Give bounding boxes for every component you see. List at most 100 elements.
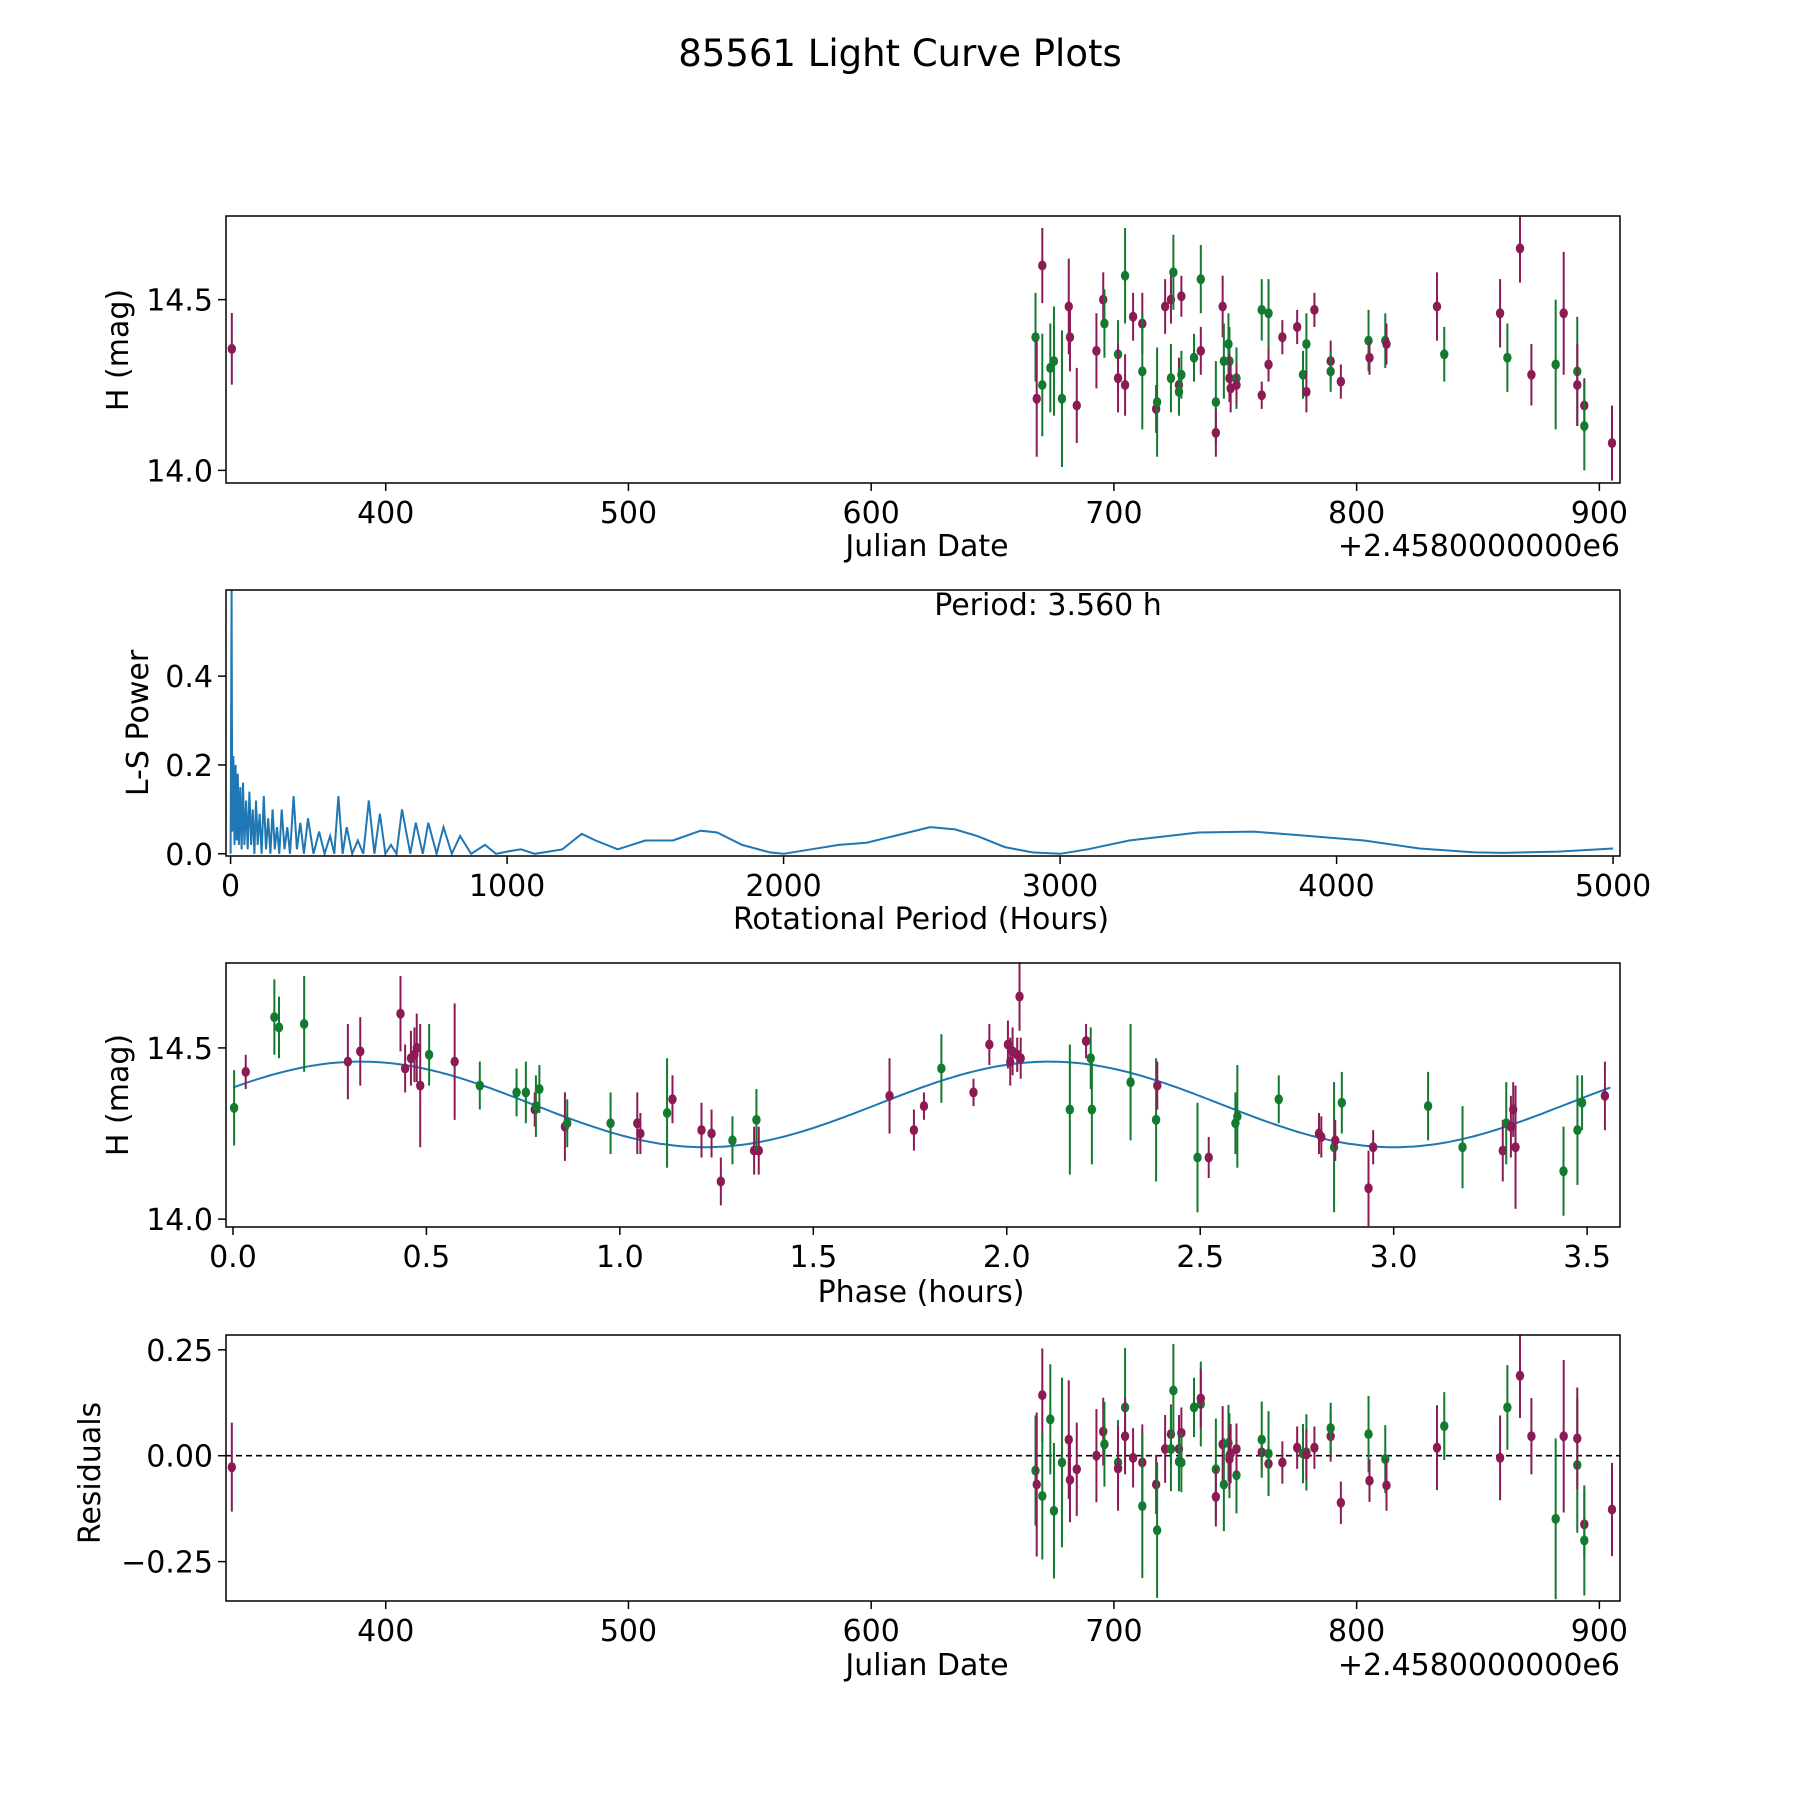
y-tick-label: 0.2 <box>165 749 213 784</box>
data-point <box>1138 1501 1147 1512</box>
data-point <box>919 1101 929 1112</box>
data-point <box>985 1039 994 1050</box>
data-point <box>1166 1443 1176 1454</box>
data-point <box>909 1125 919 1136</box>
data-point <box>1440 1421 1449 1432</box>
data-point <box>1177 369 1186 380</box>
x-tick-label: 2000 <box>745 869 821 904</box>
data-point <box>1310 304 1319 315</box>
data-point <box>1032 393 1041 404</box>
data-point <box>1382 339 1391 350</box>
lightcurve-ylabel: H (mag) <box>101 289 136 411</box>
data-point <box>1204 1152 1213 1163</box>
data-point <box>1432 1442 1442 1453</box>
data-point <box>531 1101 541 1112</box>
data-point <box>1151 1114 1161 1125</box>
data-point <box>1364 1429 1373 1440</box>
data-point <box>1515 1370 1525 1381</box>
y-tick-label: 0.00 <box>146 1440 213 1475</box>
data-point <box>1065 1474 1075 1485</box>
data-point <box>716 1176 726 1187</box>
data-point <box>1257 304 1266 315</box>
data-point <box>356 1046 365 1057</box>
lightcurve-axes-frame <box>225 215 1621 484</box>
data-point <box>229 1102 239 1113</box>
period-annotation: Period: 3.560 h <box>934 588 1162 623</box>
periodogram-plot-area <box>229 590 1614 856</box>
x-tick-label: 600 <box>843 1614 900 1649</box>
lightcurve-plot-area <box>227 216 1617 481</box>
data-point <box>1219 1479 1229 1490</box>
data-point <box>1031 332 1040 343</box>
data-point <box>1326 1423 1335 1434</box>
x-tick-label: 600 <box>843 496 900 531</box>
phased-plot-area <box>229 963 1611 1226</box>
data-point <box>1317 1131 1326 1142</box>
data-point <box>1120 380 1130 391</box>
data-point <box>1169 1385 1178 1396</box>
x-tick-label: 700 <box>1085 496 1142 531</box>
data-point <box>1126 1077 1135 1088</box>
data-point <box>1573 1433 1582 1444</box>
data-point <box>1160 1443 1170 1454</box>
data-point <box>636 1128 645 1139</box>
data-point <box>1326 366 1335 377</box>
residuals-ylabel: Residuals <box>73 1402 108 1544</box>
data-point <box>1153 1080 1162 1091</box>
data-point <box>1065 1104 1075 1115</box>
data-point <box>1196 345 1206 356</box>
x-tick-label: 3000 <box>1022 869 1098 904</box>
data-point <box>1573 380 1582 391</box>
periodogram-xlabel: Rotational Period (Hours) <box>733 902 1109 937</box>
data-point <box>1169 267 1178 278</box>
x-tick-label: 0.0 <box>209 1240 257 1275</box>
data-point <box>1551 1513 1560 1524</box>
data-point <box>1064 301 1073 312</box>
residuals-offset-text: +2.4580000000e6 <box>1338 1648 1620 1683</box>
x-tick-label: 400 <box>357 1614 414 1649</box>
data-point <box>241 1066 250 1077</box>
data-point <box>1092 345 1101 356</box>
data-point <box>1189 352 1199 363</box>
data-point <box>937 1063 946 1074</box>
x-tick-label: 1.5 <box>789 1240 837 1275</box>
data-point <box>1292 321 1302 332</box>
data-point <box>535 1084 544 1095</box>
data-point <box>1551 359 1560 370</box>
data-point <box>1038 1390 1047 1401</box>
data-point <box>1072 1464 1081 1475</box>
x-tick-label: 500 <box>600 496 657 531</box>
phased-xlabel: Phase (hours) <box>818 1275 1025 1310</box>
data-point <box>1600 1090 1610 1101</box>
data-point <box>1336 1497 1346 1508</box>
data-point <box>1072 400 1081 411</box>
data-point <box>1264 359 1273 370</box>
data-point <box>1264 308 1273 319</box>
data-point <box>1193 1152 1202 1163</box>
data-point <box>1278 332 1287 343</box>
data-point <box>1128 311 1138 322</box>
data-point <box>1336 376 1346 387</box>
data-point <box>1580 1535 1589 1546</box>
data-point <box>1440 349 1449 360</box>
data-point <box>270 1012 279 1023</box>
x-tick-label: 400 <box>357 496 414 531</box>
lightcurve-xlabel: Julian Date <box>843 529 1008 564</box>
data-point <box>1232 1470 1241 1481</box>
data-point <box>1160 301 1170 312</box>
data-point <box>1128 1452 1138 1463</box>
x-tick-label: 1000 <box>469 869 545 904</box>
data-point <box>1138 366 1147 377</box>
data-point <box>343 1056 353 1067</box>
data-point <box>1032 1479 1041 1490</box>
data-point <box>1495 1452 1505 1463</box>
data-point <box>606 1118 615 1129</box>
x-tick-label: 0 <box>221 869 240 904</box>
data-point <box>1382 1480 1391 1491</box>
data-point <box>1196 1393 1206 1404</box>
data-point <box>1511 1142 1520 1153</box>
data-point <box>1218 301 1227 312</box>
data-point <box>1423 1101 1433 1112</box>
periodogram-panel: Rotational Period (Hours) L-S Power Peri… <box>121 588 1651 937</box>
